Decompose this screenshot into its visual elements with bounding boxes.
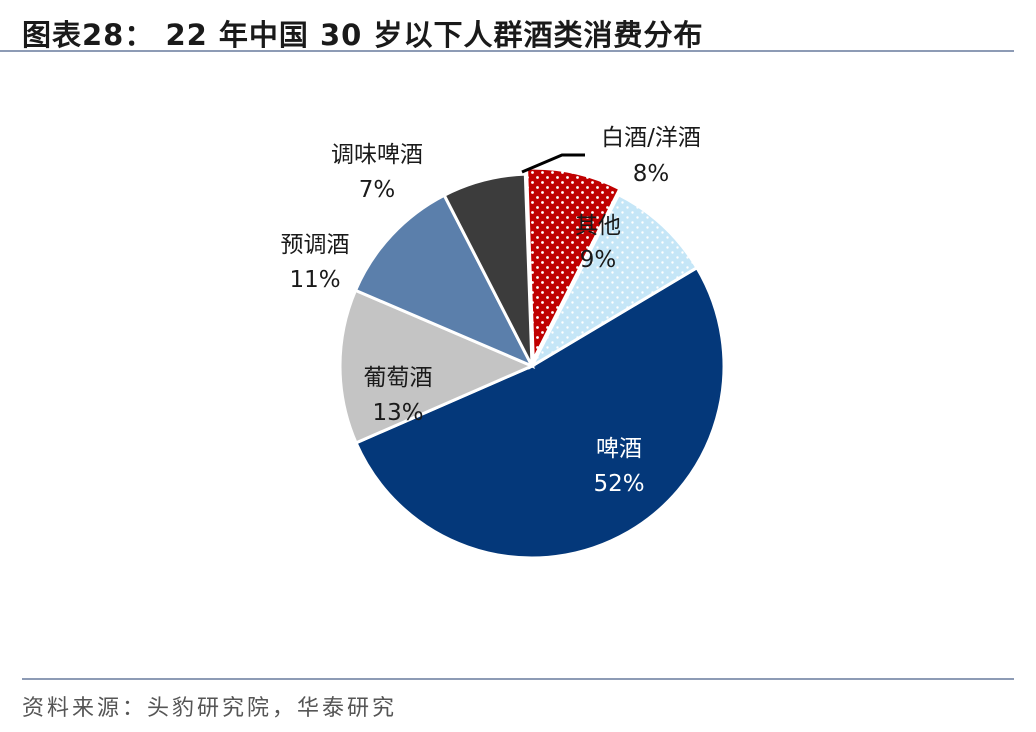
slice-name-label: 白酒/洋酒 <box>601 125 701 151</box>
slice-value-label: 9% <box>580 247 617 273</box>
pie-slice-6 <box>528 192 699 370</box>
footer-divider <box>22 678 1014 680</box>
page-title: 图表28： 22 年中国 30 岁以下人群酒类消费分布 <box>22 18 704 52</box>
pie-slice-2 <box>338 288 536 445</box>
slice-name-label: 其他 <box>575 213 621 239</box>
slice-value-label: 11% <box>289 267 340 293</box>
leader-line-baijiu <box>521 153 585 174</box>
slice-value-label: 7% <box>359 177 396 203</box>
pie-slices <box>338 166 726 560</box>
slice-name-label: 葡萄酒 <box>364 365 433 391</box>
title-divider <box>0 50 1014 52</box>
leader-lines <box>521 153 585 174</box>
slice-name-label: 调味啤酒 <box>331 142 423 168</box>
pie-slice-1 <box>354 265 726 560</box>
slice-value-label: 8% <box>633 161 670 187</box>
pie-slice-4 <box>442 172 534 367</box>
slice-labels: 啤酒 52% 葡萄酒 13% 预调酒 11% 调味啤酒 7% 白酒/洋酒 8% 其他 9% <box>281 125 701 497</box>
source-note: 资料来源：头豹研究院，华泰研究 <box>22 696 398 721</box>
slice-name-label: 啤酒 <box>596 436 642 462</box>
slice-value-label: 13% <box>372 400 423 426</box>
pie-slice-3 <box>353 193 536 370</box>
slice-name-label: 预调酒 <box>281 232 350 258</box>
slice-value-label: 52% <box>593 471 644 497</box>
